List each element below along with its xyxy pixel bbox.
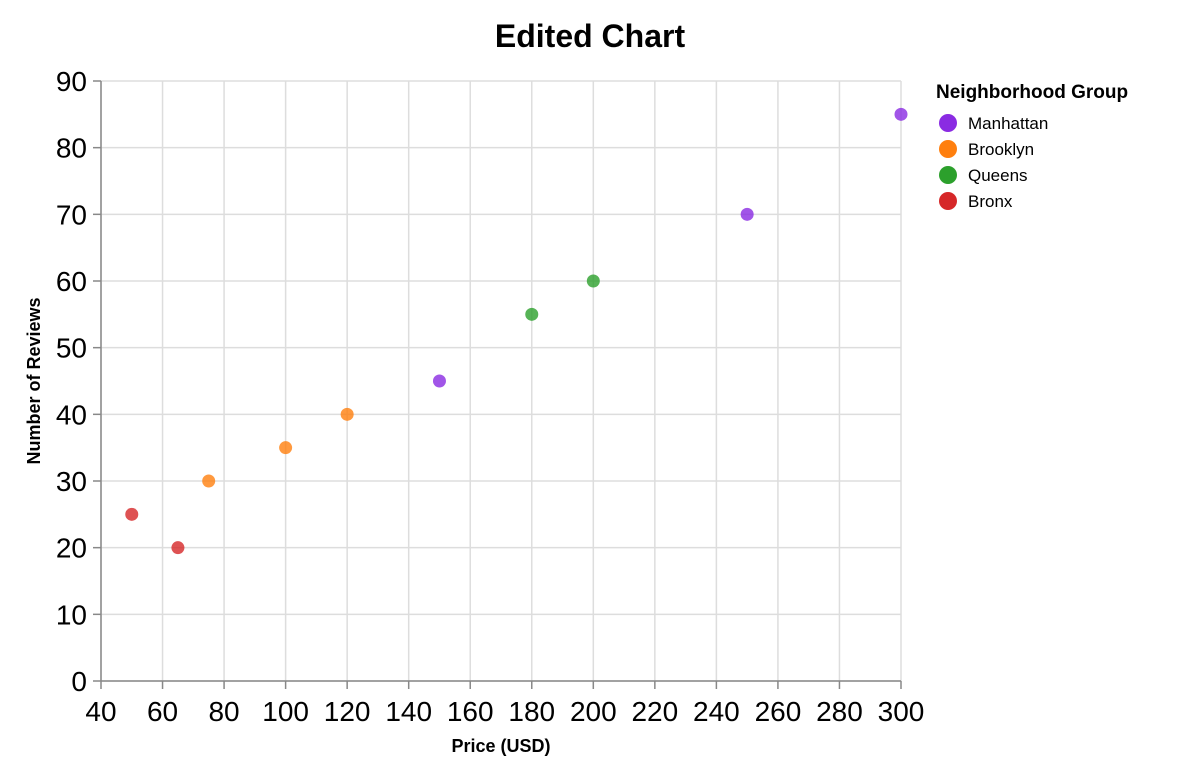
x-tick-label: 200 (570, 696, 617, 727)
chart-title: Edited Chart (495, 18, 686, 54)
x-tick-label: 60 (147, 696, 178, 727)
y-tick-label: 80 (56, 133, 87, 164)
y-tick-label: 60 (56, 266, 87, 297)
legend-swatch-bronx (939, 192, 957, 210)
legend-items: Manhattan Brooklyn Queens Bronx (939, 114, 1048, 211)
x-tick-label: 140 (385, 696, 432, 727)
y-tick-label: 10 (56, 599, 87, 630)
x-tick-label: 300 (878, 696, 925, 727)
legend: Neighborhood Group Manhattan Brooklyn Quee… (936, 82, 1128, 211)
legend-label-manhattan: Manhattan (968, 114, 1048, 133)
x-tick-label: 280 (816, 696, 863, 727)
x-tick-label: 240 (693, 696, 740, 727)
legend-swatch-queens (939, 166, 957, 184)
legend-label-brooklyn: Brooklyn (968, 140, 1034, 159)
x-tick-label: 160 (447, 696, 494, 727)
data-point-brooklyn (202, 474, 216, 488)
legend-label-queens: Queens (968, 166, 1028, 185)
legend-swatch-brooklyn (939, 140, 957, 158)
legend-label-bronx: Bronx (968, 192, 1013, 211)
data-point-manhattan (432, 374, 446, 388)
legend-title: Neighborhood Group (936, 82, 1128, 103)
y-tick-label: 40 (56, 399, 87, 430)
x-tick-label: 120 (324, 696, 371, 727)
data-point-queens (525, 307, 539, 321)
axes (93, 80, 902, 689)
data-point-brooklyn (279, 441, 293, 455)
x-tick-label: 40 (85, 696, 116, 727)
y-tick-label: 70 (56, 199, 87, 230)
data-point-manhattan (740, 207, 754, 221)
tick-labels: 40 60 80 100 120 140 160 180 200 220 240 260 280 300 0… (56, 66, 925, 727)
y-tick-label: 20 (56, 533, 87, 564)
y-tick-label: 50 (56, 333, 87, 364)
data-point-bronx (171, 541, 185, 555)
y-tick-label: 0 (71, 666, 87, 697)
data-point-brooklyn (340, 407, 354, 421)
y-axis-title: Number of Reviews (24, 297, 44, 464)
data-points (125, 107, 908, 555)
x-axis-title: Price (USD) (451, 736, 550, 756)
y-tick-label: 90 (56, 66, 87, 97)
data-point-manhattan (894, 107, 908, 121)
x-tick-label: 80 (208, 696, 239, 727)
data-point-queens (586, 274, 600, 288)
legend-swatch-manhattan (939, 114, 957, 132)
x-tick-label: 220 (631, 696, 678, 727)
y-tick-label: 30 (56, 466, 87, 497)
x-tick-label: 180 (508, 696, 555, 727)
data-point-bronx (125, 507, 139, 521)
x-tick-label: 260 (755, 696, 802, 727)
x-tick-label: 100 (262, 696, 309, 727)
grid-lines (100, 80, 902, 682)
